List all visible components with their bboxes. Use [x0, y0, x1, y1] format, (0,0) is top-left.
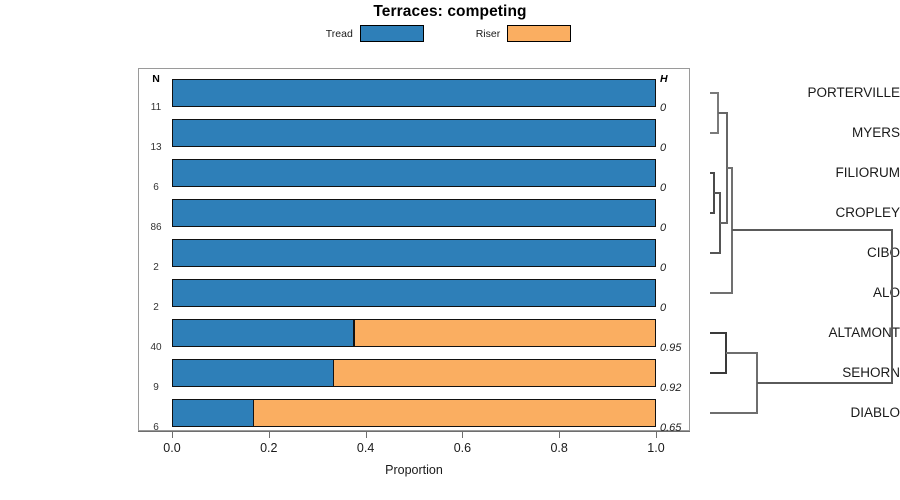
stacked-bar[interactable]: [172, 119, 656, 147]
row-h-value: 0: [660, 142, 667, 154]
stacked-bar[interactable]: [172, 399, 656, 427]
bar-segment-riser[interactable]: [353, 320, 655, 346]
row-label: PORTERVILLE: [807, 85, 900, 100]
chart-legend: Tread Riser: [0, 25, 900, 43]
row-h-value: 0.65: [660, 422, 682, 434]
row-h-value: 0: [660, 262, 667, 274]
row-n-value: 6: [153, 182, 159, 193]
bar-segment-riser[interactable]: [253, 400, 655, 426]
stacked-bar[interactable]: [172, 319, 656, 347]
bar-segment-tread[interactable]: [173, 80, 655, 106]
stacked-bar[interactable]: [172, 199, 656, 227]
row-n-value: 40: [150, 342, 162, 353]
row-h-value: 0: [660, 222, 667, 234]
column-header-n: N: [152, 73, 160, 85]
legend-swatch-tread: [359, 25, 424, 43]
plot-frame: [138, 68, 690, 431]
bar-segment-tread[interactable]: [173, 400, 254, 426]
row-h-value: 0.92: [660, 382, 682, 394]
bar-segment-divider: [252, 400, 255, 426]
stacked-bar[interactable]: [172, 239, 656, 267]
stacked-bar[interactable]: [172, 159, 656, 187]
row-n-value: 2: [153, 262, 159, 273]
bar-segment-tread[interactable]: [173, 280, 655, 306]
bar-segment-divider: [352, 320, 355, 346]
legend-label-riser: Riser: [475, 27, 501, 40]
row-h-value: 0.95: [660, 342, 682, 354]
x-tick-mark: [268, 431, 270, 438]
chart-title: Terraces: competing: [373, 3, 527, 20]
row-n-value: 86: [150, 222, 162, 233]
x-axis-line: [138, 431, 690, 432]
bar-segment-tread[interactable]: [173, 120, 655, 146]
row-n-value: 9: [153, 382, 159, 393]
row-h-value: 0: [660, 182, 667, 194]
x-tick-label: 0.4: [356, 441, 375, 455]
row-n-value: 11: [150, 102, 162, 113]
stacked-bar[interactable]: [172, 359, 656, 387]
row-label: ALO: [872, 285, 900, 300]
x-tick-label: 0.0: [163, 441, 181, 455]
x-tick-mark: [656, 431, 657, 438]
legend-item-riser: Riser: [476, 25, 575, 43]
dendrogram: [710, 92, 893, 414]
x-tick-mark: [172, 431, 173, 438]
row-label: DIABLO: [850, 405, 900, 420]
x-tick-label: 0.2: [260, 441, 278, 455]
row-n-value: 6: [153, 422, 159, 433]
bar-segment-tread[interactable]: [173, 320, 354, 346]
bar-segment-tread[interactable]: [173, 200, 655, 226]
row-label: SEHORN: [842, 365, 900, 380]
x-tick-label: 0.6: [453, 441, 472, 455]
x-tick-mark: [559, 431, 561, 438]
row-label: MYERS: [851, 125, 900, 140]
bar-segment-tread[interactable]: [173, 360, 334, 386]
row-label: ALTAMONT: [828, 325, 900, 340]
x-tick-label: 1.0: [647, 441, 665, 455]
row-label: CROPLEY: [835, 205, 900, 220]
x-tick-mark: [365, 431, 367, 438]
row-h-value: 0: [660, 302, 667, 314]
x-tick-label: 0.8: [550, 441, 568, 455]
bar-segment-divider: [332, 360, 335, 386]
row-label: FILIORUM: [835, 165, 900, 180]
row-h-value: 0: [660, 102, 667, 114]
x-axis-label: Proportion: [385, 463, 443, 477]
bar-segment-tread[interactable]: [173, 160, 655, 186]
legend-swatch-riser: [507, 25, 572, 43]
bar-segment-tread[interactable]: [173, 240, 655, 266]
legend-item-tread: Tread: [326, 25, 427, 43]
bar-segment-riser[interactable]: [333, 360, 655, 386]
row-n-value: 2: [153, 302, 159, 313]
row-n-value: 13: [150, 142, 162, 153]
stacked-bar[interactable]: [172, 79, 656, 107]
column-header-h: H: [660, 73, 668, 85]
stacked-bar[interactable]: [172, 279, 656, 307]
legend-label-tread: Tread: [325, 27, 353, 40]
x-tick-mark: [462, 431, 464, 438]
